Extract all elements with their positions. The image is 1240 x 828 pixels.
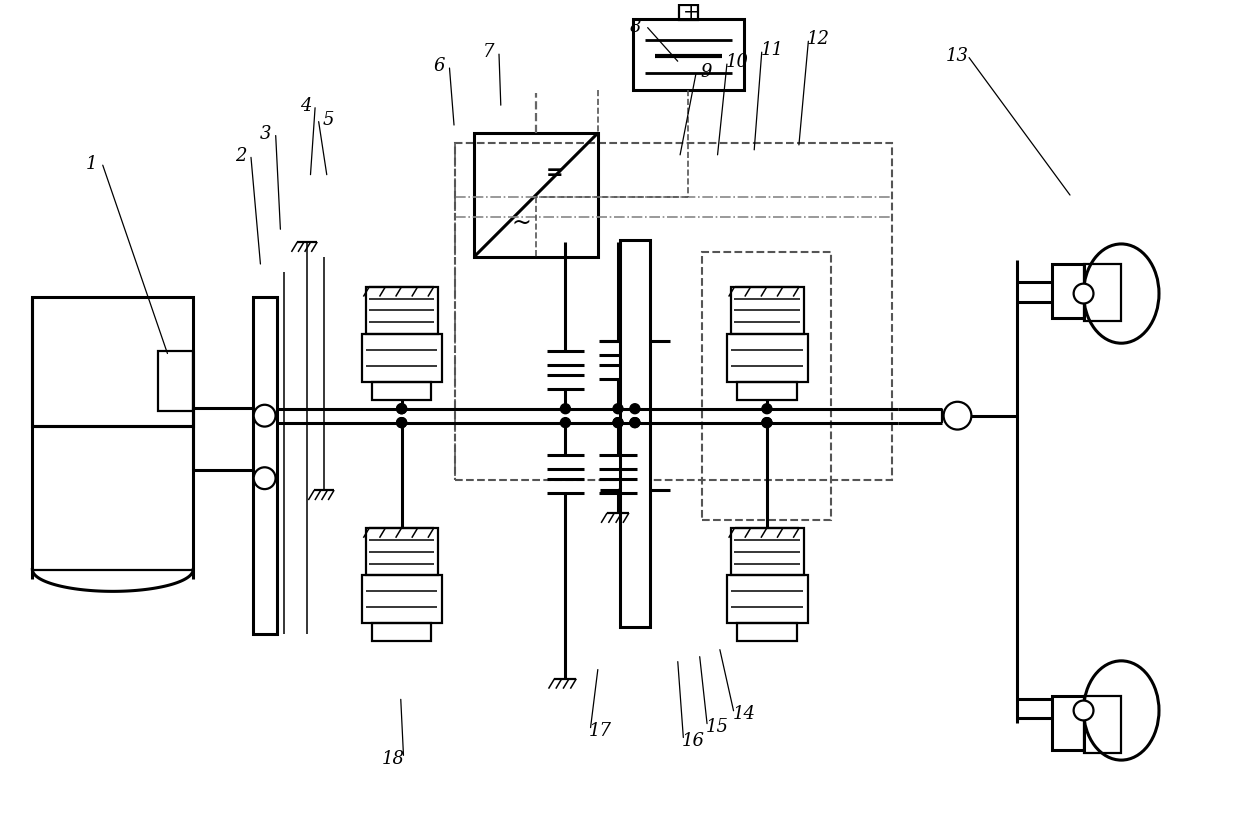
Bar bbox=[678, 6, 698, 21]
Bar bbox=[727, 335, 807, 383]
Bar bbox=[1084, 264, 1121, 322]
Bar bbox=[737, 383, 796, 400]
Bar bbox=[159, 352, 193, 412]
Text: 7: 7 bbox=[484, 43, 495, 61]
Circle shape bbox=[761, 418, 771, 428]
Bar bbox=[455, 143, 892, 480]
Text: 2: 2 bbox=[236, 147, 247, 165]
Circle shape bbox=[560, 404, 570, 414]
Bar bbox=[372, 383, 432, 400]
Bar bbox=[1052, 264, 1084, 319]
Circle shape bbox=[1074, 700, 1094, 720]
Text: 12: 12 bbox=[807, 31, 830, 48]
Text: 5: 5 bbox=[322, 111, 334, 128]
Text: +: + bbox=[683, 3, 699, 22]
Bar bbox=[474, 133, 598, 258]
Bar bbox=[702, 253, 832, 520]
Circle shape bbox=[254, 468, 275, 489]
Text: 9: 9 bbox=[701, 63, 712, 81]
Text: 3: 3 bbox=[260, 125, 272, 142]
Circle shape bbox=[613, 418, 622, 428]
Text: ~: ~ bbox=[511, 211, 531, 235]
Text: 1: 1 bbox=[86, 154, 98, 172]
Bar bbox=[727, 575, 807, 623]
Circle shape bbox=[630, 418, 640, 428]
Circle shape bbox=[630, 418, 640, 428]
Text: 17: 17 bbox=[589, 721, 611, 739]
Circle shape bbox=[761, 404, 771, 414]
Circle shape bbox=[761, 418, 771, 428]
Text: 11: 11 bbox=[760, 41, 784, 60]
Circle shape bbox=[944, 402, 971, 430]
Bar bbox=[366, 528, 439, 575]
Text: 18: 18 bbox=[382, 749, 405, 768]
Circle shape bbox=[397, 404, 407, 414]
Bar bbox=[1084, 696, 1121, 753]
Text: =: = bbox=[546, 163, 563, 183]
Circle shape bbox=[630, 404, 640, 414]
Bar bbox=[32, 297, 193, 426]
Circle shape bbox=[1074, 284, 1094, 304]
Circle shape bbox=[254, 405, 275, 427]
Bar bbox=[372, 623, 432, 641]
Circle shape bbox=[397, 418, 407, 428]
Bar bbox=[253, 297, 277, 634]
Circle shape bbox=[397, 418, 407, 428]
Bar bbox=[362, 575, 443, 623]
Circle shape bbox=[613, 404, 622, 414]
Text: 6: 6 bbox=[434, 57, 445, 75]
Text: 14: 14 bbox=[733, 705, 755, 723]
Circle shape bbox=[397, 404, 407, 414]
Bar bbox=[732, 528, 804, 575]
Bar bbox=[732, 287, 804, 335]
Bar bbox=[1052, 696, 1084, 750]
Bar bbox=[362, 335, 443, 383]
Circle shape bbox=[613, 418, 622, 428]
Text: 8: 8 bbox=[630, 17, 641, 36]
Text: 13: 13 bbox=[946, 47, 968, 65]
Text: 15: 15 bbox=[706, 718, 729, 735]
Text: 10: 10 bbox=[725, 53, 749, 71]
Bar bbox=[632, 20, 744, 91]
Text: 4: 4 bbox=[300, 97, 311, 115]
Bar bbox=[366, 287, 439, 335]
Circle shape bbox=[560, 418, 570, 428]
Text: 16: 16 bbox=[682, 731, 706, 749]
Bar bbox=[620, 241, 650, 628]
Bar bbox=[737, 623, 796, 641]
